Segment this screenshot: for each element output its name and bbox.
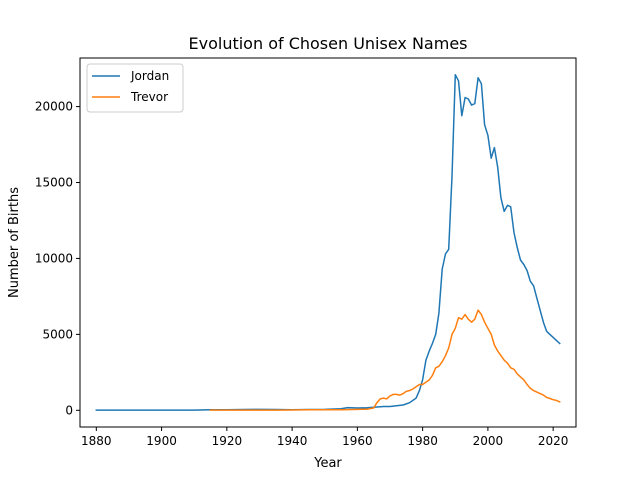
y-tick-label: 15000 [35, 176, 73, 190]
x-tick-label: 1940 [277, 434, 308, 448]
y-axis-ticks: 0 5000 10000 15000 20000 [35, 100, 80, 417]
x-tick-label: 2020 [538, 434, 569, 448]
y-tick-label: 10000 [35, 251, 73, 265]
series-line-trevor [209, 309, 561, 411]
legend-label-trevor: Trevor [130, 90, 168, 104]
plot-area [80, 58, 576, 427]
x-tick-label: 1880 [81, 434, 112, 448]
y-tick-label: 0 [65, 403, 73, 417]
x-tick-label: 1920 [212, 434, 243, 448]
x-tick-label: 2000 [473, 434, 504, 448]
x-axis-label: Year [313, 456, 342, 471]
y-axis-label: Number of Births [7, 187, 22, 298]
y-tick-label: 5000 [42, 327, 73, 341]
y-tick-label: 20000 [35, 100, 73, 114]
chart-title: Evolution of Chosen Unisex Names [189, 34, 468, 53]
x-tick-label: 1980 [407, 434, 438, 448]
x-tick-label: 1960 [342, 434, 373, 448]
x-axis-ticks: 1880 1900 1920 1940 1960 1980 2000 2020 [81, 427, 568, 448]
x-tick-label: 1900 [146, 434, 177, 448]
axes-frame [79, 57, 577, 428]
legend: Jordan Trevor [86, 63, 184, 113]
legend-label-jordan: Jordan [130, 69, 169, 83]
series-lines [95, 73, 561, 411]
